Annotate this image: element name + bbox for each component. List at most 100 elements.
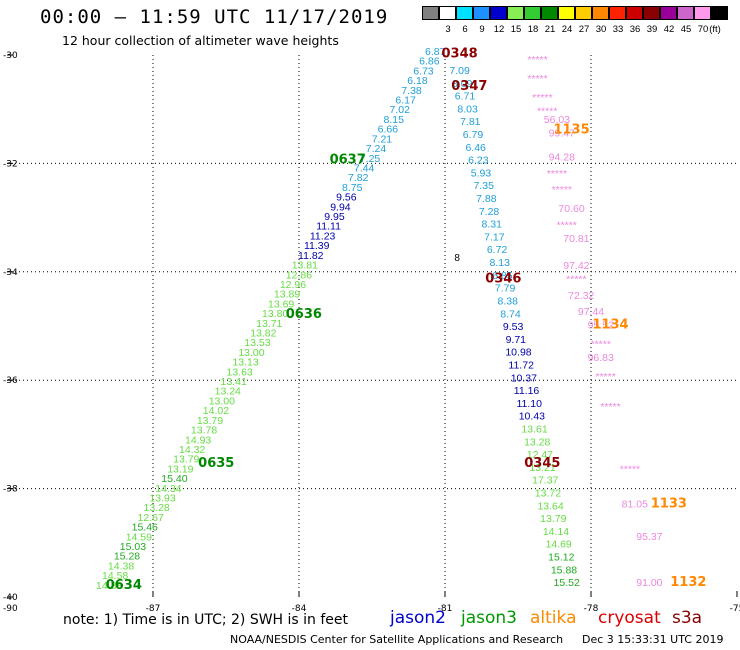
- swh-value-west-track: 12.86: [286, 269, 312, 281]
- color-scale-swatch: [524, 6, 541, 20]
- swh-value-middle-track: 13.28: [524, 436, 550, 448]
- swh-value-west-track: 13.00: [238, 347, 264, 359]
- swh-value-west-track: 7.38: [401, 85, 422, 97]
- swh-value-east-track: 95.37: [636, 531, 662, 543]
- swh-value-east-track: 99.47: [549, 127, 575, 139]
- swh-value-west-track: 6.87: [425, 46, 446, 58]
- swh-value-west-track: 7.82: [348, 172, 369, 184]
- swh-value-east-track: *****: [620, 463, 640, 475]
- swh-value-west-track: 11.11: [316, 221, 341, 233]
- color-scale-swatch: [422, 6, 439, 20]
- swh-value-east-track: *****: [532, 92, 552, 104]
- swh-value-west-track: 7.25: [360, 153, 381, 165]
- swh-value-west-track: 13.79: [197, 415, 223, 427]
- swh-value-middle-track: 9.53: [503, 321, 524, 333]
- swh-value-west-track: 11.39: [304, 240, 330, 252]
- swh-value-middle-track: 12.47: [527, 449, 553, 461]
- swh-value-middle-track: 11.10: [516, 398, 542, 410]
- swh-value-west-track: 13.00: [209, 395, 235, 407]
- color-scale-label: 3: [445, 24, 451, 35]
- x-tick-label: -87: [146, 604, 161, 614]
- swh-value-west-track: 13.80: [262, 308, 288, 320]
- y-tick-label: -32: [3, 159, 18, 169]
- color-scale-swatch: [575, 6, 592, 20]
- footer-timestamp: Dec 3 15:33:31 UTC 2019: [582, 633, 724, 646]
- pass-time-label: 0635: [198, 456, 234, 471]
- swh-value-west-track: 7.24: [366, 143, 387, 155]
- footer-credit: NOAA/NESDIS Center for Satellite Applica…: [230, 633, 564, 646]
- swh-value-east-track: 70.81: [563, 233, 589, 245]
- y-tick-label: -40: [3, 593, 18, 603]
- color-scale-label: 6: [462, 24, 468, 35]
- swh-value-middle-track: 8.13: [490, 257, 511, 269]
- swh-value-middle-track: 14.69: [545, 539, 571, 551]
- swh-value-middle-track: 8.74: [500, 308, 521, 320]
- color-scale-label: 12: [493, 24, 505, 35]
- color-scale-swatch: [507, 6, 524, 20]
- pass-time-label: 1132: [670, 575, 706, 590]
- color-scale-label: 15: [510, 24, 522, 35]
- swh-value-west-track: 13.79: [173, 454, 199, 466]
- swh-value-west-track: 13.63: [226, 366, 252, 378]
- swh-value-west-track: 14.02: [203, 405, 229, 417]
- swh-value-middle-track: 13.72: [535, 488, 561, 500]
- swh-value-west-track: 13.89: [274, 289, 300, 301]
- swh-value-east-track: *****: [591, 339, 611, 351]
- swh-value-middle-track: 10.43: [519, 411, 545, 423]
- swh-value-west-track: 13.71: [256, 318, 282, 330]
- color-scale-swatch: [677, 6, 694, 20]
- swh-value-west-track: 6.17: [395, 95, 416, 107]
- color-scale-swatch: [694, 6, 711, 20]
- color-scale-swatch: [473, 6, 490, 20]
- swh-value-west-track: 13.53: [244, 337, 270, 349]
- color-scale-swatch: [660, 6, 677, 20]
- swh-value-middle-track: 6.85: [492, 270, 513, 282]
- swh-value-middle-track: 7.28: [479, 206, 500, 218]
- legend-altika: altika: [530, 608, 577, 628]
- swh-value-west-track: 13.82: [250, 327, 276, 339]
- swh-value-west-track: 13.41: [221, 376, 247, 388]
- swh-value-west-track: 14.32: [179, 444, 205, 456]
- swh-value-west-track: 9.56: [336, 192, 357, 204]
- swh-value-middle-track: 8.03: [457, 103, 478, 115]
- swh-value-middle-track: 13.61: [521, 424, 547, 436]
- swh-value-middle-track: 9.71: [506, 334, 527, 346]
- swh-value-east-track: *****: [566, 274, 586, 286]
- swh-value-west-track: 7.44: [354, 162, 375, 174]
- x-tick-label: -78: [584, 604, 599, 614]
- swh-value-middle-track: 15.88: [551, 564, 577, 576]
- swh-value-middle-track: 5.93: [471, 167, 492, 179]
- swh-value-east-track: *****: [556, 219, 576, 231]
- swh-value-east-track: *****: [595, 371, 615, 383]
- swh-value-middle-track: 8.09: [452, 78, 473, 90]
- y-tick-label: -30: [3, 51, 18, 61]
- swh-value-middle-track: 7.35: [473, 180, 494, 192]
- swh-value-west-track: 7.02: [389, 104, 410, 116]
- y-tick-label: -34: [3, 268, 18, 278]
- color-scale-label: 45: [680, 24, 692, 35]
- swh-value-west-track: 15.28: [114, 551, 140, 563]
- pass-time-label: 0636: [286, 307, 322, 322]
- units-note: note: 1) Time is in UTC; 2) SWH is in fe…: [63, 612, 349, 628]
- color-scale-swatch: [439, 6, 456, 20]
- pass-time-label: 0346: [485, 272, 521, 287]
- swh-value-west-track: 14.58: [102, 570, 128, 582]
- swh-value-middle-track: 13.21: [529, 462, 555, 474]
- swh-value-west-track: 13.24: [215, 386, 241, 398]
- swh-value-middle-track: 7.81: [460, 116, 481, 128]
- swh-value-east-track: *****: [527, 54, 547, 66]
- swh-value-west-track: 8.15: [384, 114, 405, 126]
- swh-value-east-track: *****: [547, 168, 567, 180]
- swh-value-west-track: 6.86: [419, 56, 440, 68]
- swh-value-west-track: 14.59: [126, 531, 152, 543]
- chart-subtitle: 12 hour collection of altimeter wave hei…: [62, 33, 339, 48]
- color-scale-swatch: [643, 6, 660, 20]
- swh-value-east-track: *****: [600, 401, 620, 413]
- swh-value-east-track: *****: [537, 106, 557, 118]
- legend-s3a: s3a: [672, 608, 703, 628]
- color-scale-label: 39: [646, 24, 658, 35]
- swh-value-east-track: 95.52: [588, 320, 614, 332]
- color-scale-label: 36: [629, 24, 641, 35]
- pass-time-label: 1133: [651, 497, 687, 512]
